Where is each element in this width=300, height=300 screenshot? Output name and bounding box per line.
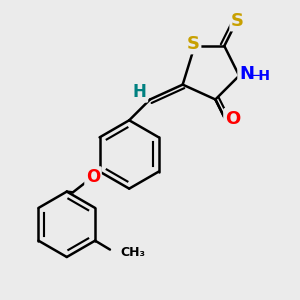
Text: S: S: [231, 12, 244, 30]
Text: O: O: [86, 168, 100, 186]
Text: O: O: [225, 110, 240, 128]
Text: CH₃: CH₃: [120, 246, 146, 259]
Text: S: S: [187, 34, 200, 52]
Text: N: N: [239, 65, 254, 83]
Text: ─H: ─H: [250, 69, 271, 83]
Text: H: H: [133, 83, 146, 101]
